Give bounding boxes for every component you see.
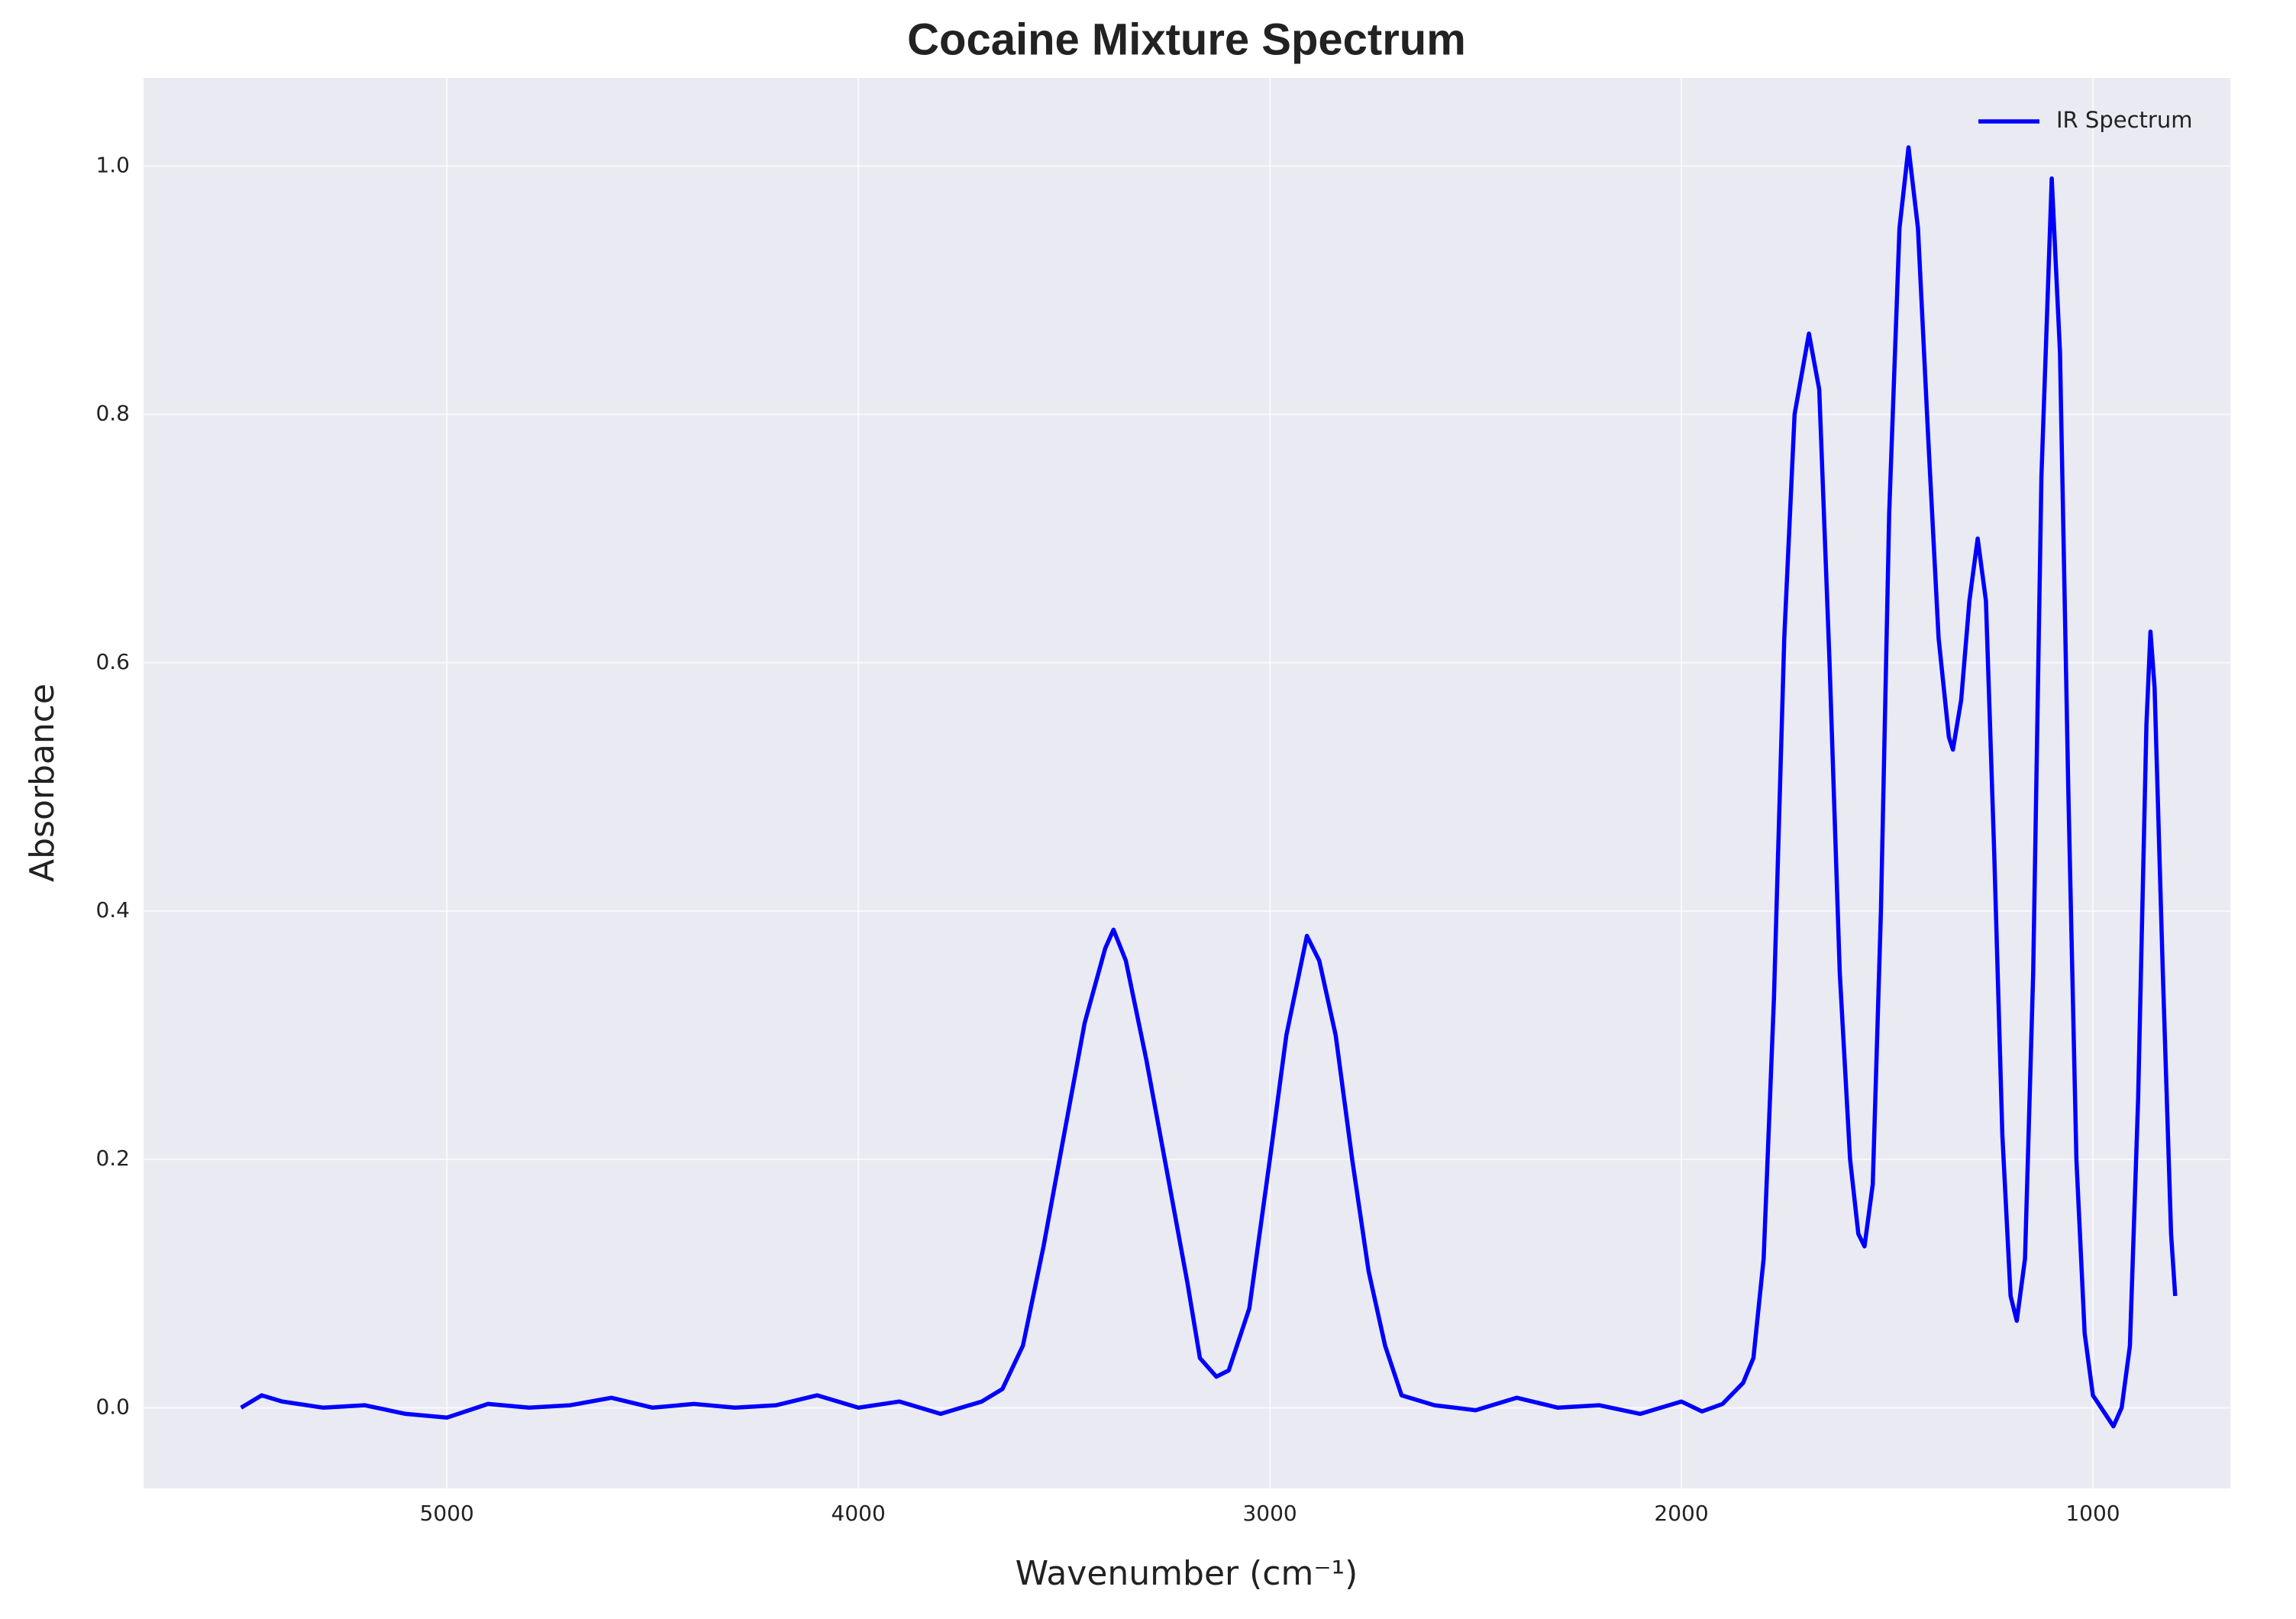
y-tick-label: 1.0 — [95, 152, 130, 177]
legend-label: IR Spectrum — [2056, 107, 2192, 133]
y-tick-label: 0.0 — [95, 1394, 130, 1419]
y-axis-label: Absorbance — [23, 683, 62, 882]
y-tick-label: 0.2 — [95, 1146, 130, 1171]
x-tick-label: 3000 — [1242, 1501, 1297, 1526]
x-tick-label: 2000 — [1654, 1501, 1708, 1526]
x-tick-label: 4000 — [832, 1501, 886, 1526]
y-tick-label: 0.6 — [95, 649, 130, 674]
x-tick-label: 1000 — [2065, 1501, 2120, 1526]
x-tick-label: 5000 — [420, 1501, 474, 1526]
chart-title: Cocaine Mixture Spectrum — [907, 15, 1466, 64]
y-tick-label: 0.4 — [95, 897, 130, 923]
x-axis-label: Wavenumber (cm⁻¹) — [1016, 1554, 1358, 1593]
spectrum-line — [240, 145, 2178, 1429]
y-tick-label: 0.8 — [95, 401, 130, 426]
